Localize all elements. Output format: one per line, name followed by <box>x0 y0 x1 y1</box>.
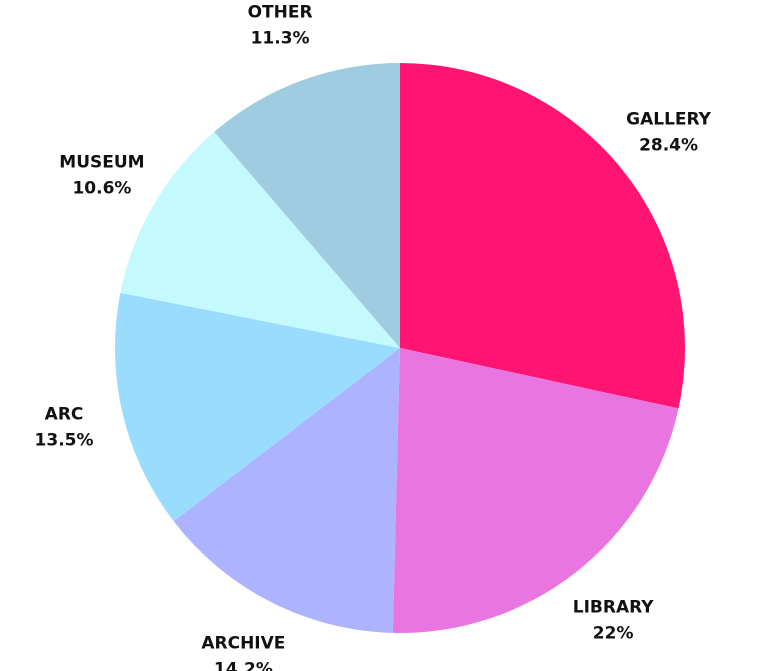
slice-label: GALLERY <box>626 109 712 129</box>
pie-slice <box>392 348 679 633</box>
slice-value-label: 22% <box>593 623 634 643</box>
pie-slice <box>400 63 685 409</box>
slice-value-label: 14.2% <box>214 659 273 671</box>
pie-slice <box>214 63 400 348</box>
slice-label: OTHER <box>248 3 313 23</box>
slice-value-label: 11.3% <box>251 29 310 49</box>
slice-label: LIBRARY <box>573 597 655 617</box>
slice-value-label: 10.6% <box>72 178 131 198</box>
pie-slice <box>173 348 400 633</box>
slice-label: MUSEUM <box>59 152 144 172</box>
slice-label: ARC <box>45 404 84 424</box>
pie-slice <box>115 292 401 522</box>
slice-value-label: 28.4% <box>639 135 698 155</box>
slice-label: ARCHIVE <box>201 633 285 653</box>
pie-slice <box>120 131 400 348</box>
slice-value-label: 13.5% <box>35 430 94 450</box>
